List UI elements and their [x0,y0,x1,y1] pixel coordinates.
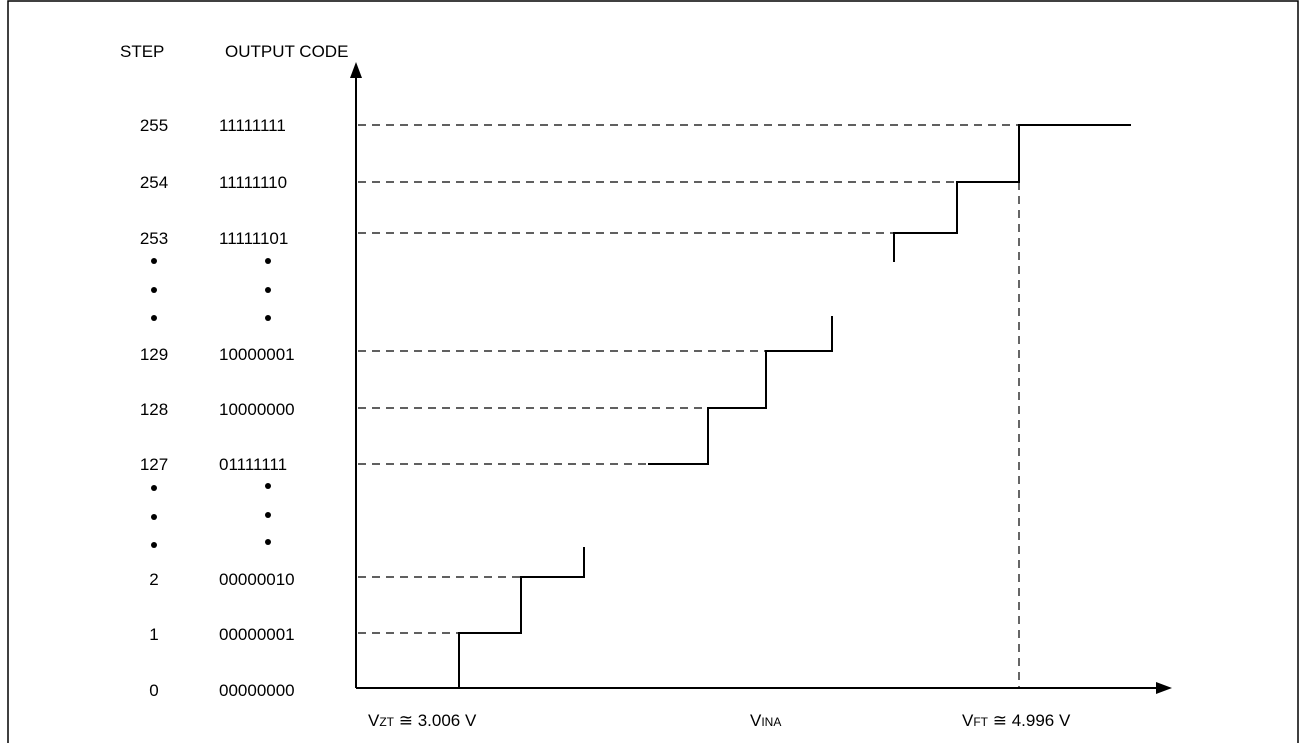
ellipsis-dot [151,287,157,293]
step-label-1: 1 [149,625,158,644]
output-code-header: OUTPUT CODE [225,42,348,61]
ellipsis-dot [151,258,157,264]
code-label-2: 00000010 [219,570,295,589]
ellipsis-dot [265,315,271,321]
guide-lines [358,124,1020,688]
ellipsis-dot [151,485,157,491]
step-label-127: 127 [140,455,168,474]
step-label-129: 129 [140,345,168,364]
staircase-mid-segment [648,316,833,465]
step-header: STEP [120,42,164,61]
diagram-border [7,0,1299,747]
vft-label: VFT ≅ 4.996 V [962,711,1071,730]
ellipsis-dot [151,514,157,520]
staircase-high-segment [893,124,1131,262]
ellipsis-dot [265,287,271,293]
step-label-255: 255 [140,116,168,135]
code-label-1: 00000001 [219,625,295,644]
ellipsis-dot [265,539,271,545]
ellipsis-dot [151,542,157,548]
staircase-low-segment [458,547,585,688]
code-label-127: 01111111 [219,455,287,474]
ellipsis-dot [151,315,157,321]
ellipsis-dot [265,512,271,518]
vzt-label: VZT ≅ 3.006 V [368,711,477,730]
ellipsis-dot [265,483,271,489]
code-label-254: 11111110 [219,173,287,192]
code-label-128: 10000000 [219,400,295,419]
ellipsis-dot [265,258,271,264]
code-label-253: 11111101 [219,229,288,248]
y-axis-arrow [350,62,362,78]
output-code-labels: 11111111 11111110 11111101 10000001 1000… [219,116,295,700]
step-label-254: 254 [140,173,168,192]
code-label-255: 11111111 [219,116,286,135]
x-axis-arrow [1156,682,1172,694]
code-label-129: 10000001 [219,345,295,364]
step-labels: 255 254 253 129 128 127 2 1 0 [140,116,168,700]
vina-label: VINA [750,711,781,730]
ellipsis-dots [151,258,271,548]
step-label-2: 2 [149,570,158,589]
code-label-0: 00000000 [219,681,295,700]
transfer-staircase [458,124,1131,688]
step-label-128: 128 [140,400,168,419]
step-label-0: 0 [149,681,158,700]
step-label-253: 253 [140,229,168,248]
